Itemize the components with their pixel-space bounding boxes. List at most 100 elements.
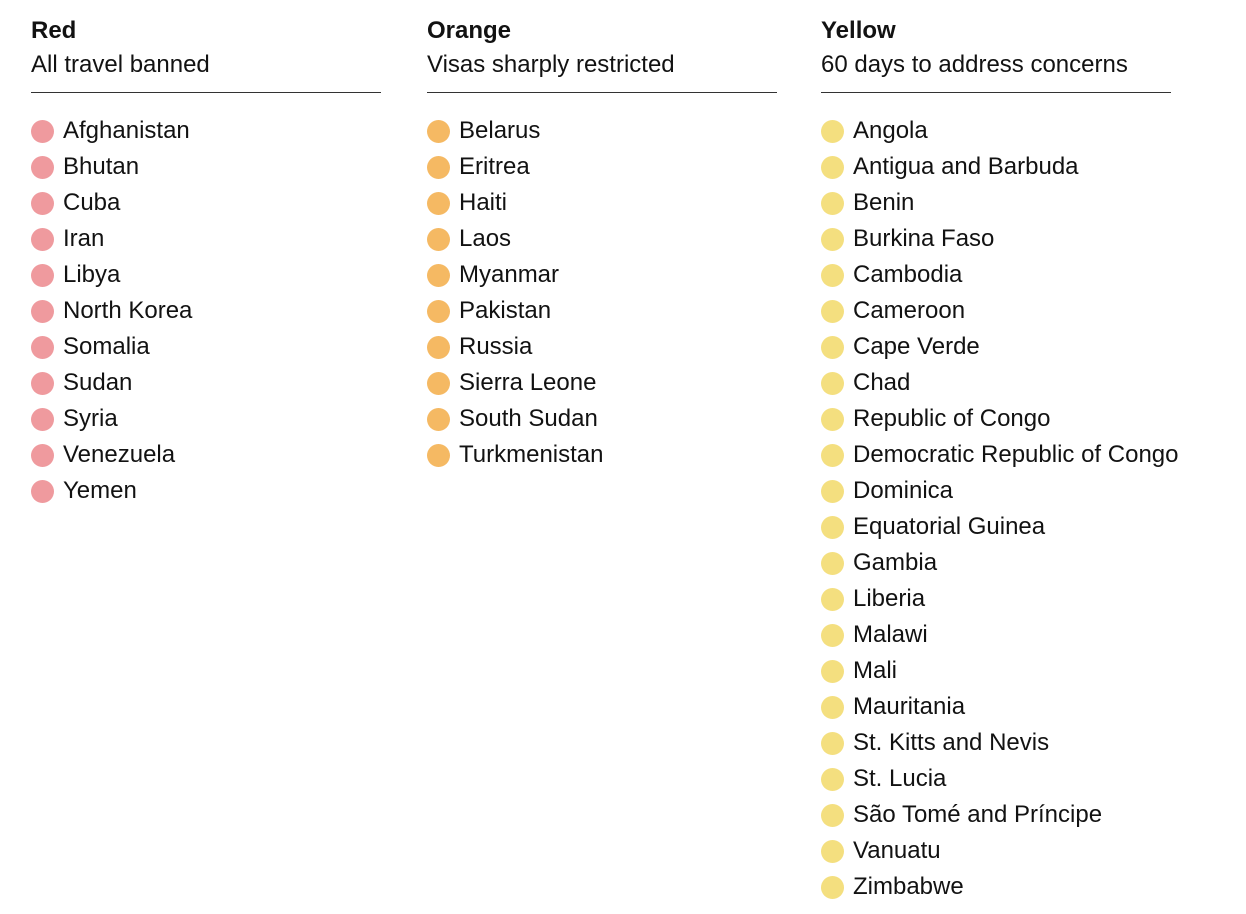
country-name: Mauritania	[853, 693, 966, 720]
column: Orange Visas sharply restricted Belarus Eri…	[427, 14, 777, 475]
color-dot	[821, 192, 844, 215]
color-dot	[31, 372, 54, 395]
list-item: Mali	[821, 655, 1171, 691]
list-item: Laos	[427, 223, 777, 259]
list-item: St. Kitts and Nevis	[821, 727, 1171, 763]
color-dot	[821, 516, 844, 539]
country-name: Mali	[853, 657, 898, 684]
list-item: St. Lucia	[821, 763, 1171, 799]
color-dot	[31, 192, 54, 215]
country-name: Laos	[459, 225, 512, 252]
color-dot	[31, 228, 54, 251]
color-dot	[31, 444, 54, 467]
list-item: Myanmar	[427, 259, 777, 295]
list-item: Angola	[821, 115, 1171, 151]
country-name: Equatorial Guinea	[853, 513, 1046, 540]
color-dot	[31, 120, 54, 143]
list-item: Cuba	[31, 187, 381, 223]
country-name: Malawi	[853, 621, 928, 648]
list-item: Gambia	[821, 547, 1171, 583]
list-item: Democratic Republic of Congo	[821, 439, 1179, 475]
country-name: Burkina Faso	[853, 225, 995, 252]
color-dot	[821, 588, 844, 611]
country-name: Cuba	[63, 189, 121, 216]
list-item: Burkina Faso	[821, 223, 1171, 259]
list-item: Yemen	[31, 475, 381, 511]
country-name: Iran	[63, 225, 105, 252]
color-dot	[821, 264, 844, 287]
country-name: Dominica	[853, 477, 954, 504]
country-name: St. Kitts and Nevis	[853, 729, 1050, 756]
color-dot	[821, 228, 844, 251]
country-name: Syria	[63, 405, 118, 432]
list-item: Dominica	[821, 475, 1171, 511]
list-item: Bhutan	[31, 151, 381, 187]
country-name: Zimbabwe	[853, 873, 964, 900]
color-dot	[31, 264, 54, 287]
list-item: Liberia	[821, 583, 1171, 619]
color-dot	[821, 300, 844, 323]
list-item: Equatorial Guinea	[821, 511, 1171, 547]
list-item: São Tomé and Príncipe	[821, 799, 1171, 835]
color-dot	[821, 768, 844, 791]
color-dot	[31, 480, 54, 503]
color-dot	[427, 228, 450, 251]
color-dot	[427, 336, 450, 359]
list-item: Somalia	[31, 331, 381, 367]
list-item: Benin	[821, 187, 1171, 223]
divider	[821, 92, 1171, 93]
column-title: Orange	[427, 17, 512, 44]
country-name: Democratic Republic of Congo	[853, 441, 1179, 468]
list-item: Chad	[821, 367, 1171, 403]
list-item: Afghanistan	[31, 115, 381, 151]
color-dot	[821, 660, 844, 683]
color-dot	[821, 156, 844, 179]
list-item: North Korea	[31, 295, 381, 331]
color-dot	[821, 732, 844, 755]
color-dot	[821, 372, 844, 395]
color-dot	[821, 408, 844, 431]
country-name: Sudan	[63, 369, 133, 396]
color-dot	[821, 624, 844, 647]
list-item: Mauritania	[821, 691, 1171, 727]
color-dot	[821, 696, 844, 719]
color-dot	[427, 156, 450, 179]
divider	[427, 92, 777, 93]
country-name: Sierra Leone	[459, 369, 597, 396]
color-dot	[427, 120, 450, 143]
country-name: Republic of Congo	[853, 405, 1051, 432]
color-dot	[821, 480, 844, 503]
color-dot	[821, 336, 844, 359]
divider	[31, 92, 381, 93]
country-name: Turkmenistan	[459, 441, 604, 468]
color-dot	[427, 372, 450, 395]
country-name: Vanuatu	[853, 837, 941, 864]
color-dot	[821, 876, 844, 899]
column-title: Red	[31, 17, 77, 44]
country-name: Cape Verde	[853, 333, 980, 360]
color-dot	[821, 444, 844, 467]
country-name: Benin	[853, 189, 915, 216]
country-name: Venezuela	[63, 441, 176, 468]
list-item: Turkmenistan	[427, 439, 777, 475]
column-subtitle: 60 days to address concerns	[821, 51, 1128, 78]
country-name: Gambia	[853, 549, 938, 576]
country-name: Antigua and Barbuda	[853, 153, 1079, 180]
list-item: Malawi	[821, 619, 1171, 655]
country-name: Angola	[853, 117, 928, 144]
country-name: Afghanistan	[63, 117, 190, 144]
list-item: Libya	[31, 259, 381, 295]
country-name: Liberia	[853, 585, 926, 612]
column-subtitle: Visas sharply restricted	[427, 51, 675, 78]
country-name: Yemen	[63, 477, 137, 504]
list-item: Cambodia	[821, 259, 1171, 295]
list-item: Venezuela	[31, 439, 381, 475]
column: Red All travel banned Afghanistan Bhutan Cub…	[31, 14, 381, 511]
list-item: Pakistan	[427, 295, 777, 331]
country-name: Bhutan	[63, 153, 140, 180]
country-name: Cambodia	[853, 261, 963, 288]
list-item: Haiti	[427, 187, 777, 223]
list-item: Antigua and Barbuda	[821, 151, 1171, 187]
country-name: South Sudan	[459, 405, 598, 432]
